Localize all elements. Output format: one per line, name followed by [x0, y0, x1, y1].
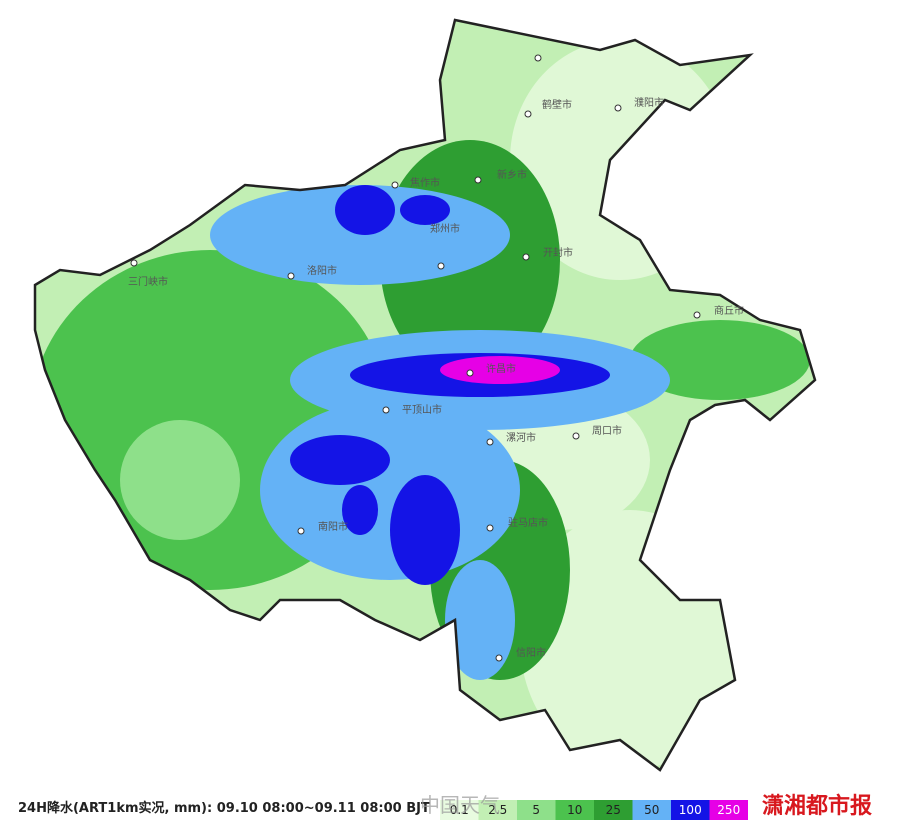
legend-swatch	[594, 800, 633, 820]
city-label: 新乡市	[497, 168, 527, 181]
legend-label: 250	[717, 803, 740, 817]
city-marker	[486, 438, 494, 446]
legend-swatch	[478, 800, 517, 820]
city-marker	[614, 104, 622, 112]
city-label: 周口市	[592, 424, 622, 437]
city-label: 洛阳市	[307, 264, 337, 277]
city-marker	[486, 524, 494, 532]
city-label: 开封市	[543, 246, 573, 259]
legend-label: 100	[679, 803, 702, 817]
legend-swatch	[517, 800, 556, 820]
city-marker	[466, 369, 474, 377]
watermark: 中国天气	[420, 793, 500, 817]
city-marker	[693, 311, 701, 319]
city-marker	[524, 110, 532, 118]
city-marker	[130, 259, 138, 267]
city-marker	[522, 253, 530, 261]
city-label: 焦作市	[410, 176, 440, 189]
city-marker	[297, 527, 305, 535]
legend-swatch	[709, 800, 748, 820]
city-label: 濮阳市	[634, 96, 664, 109]
city-label: 驻马店市	[508, 516, 548, 529]
city-label: 鹤壁市	[542, 98, 572, 111]
logo: 潇湘都市报	[762, 793, 872, 819]
legend-label: 5	[532, 803, 540, 817]
city-marker	[534, 54, 542, 62]
city-label: 平顶山市	[402, 403, 442, 416]
city-label: 许昌市	[486, 362, 516, 375]
city-label: 三门峡市	[128, 275, 168, 288]
city-label: 漯河市	[506, 431, 536, 444]
legend-swatch	[440, 800, 479, 820]
legend-label: 2.5	[488, 803, 507, 817]
cities: 鹤壁市 濮阳市 焦作市 新乡市 郑州市 开封市 三门峡市 洛阳市 商丘市 许昌市…	[128, 54, 744, 662]
legend-label: 0.1	[450, 803, 469, 817]
city-marker	[287, 272, 295, 280]
city-marker	[572, 432, 580, 440]
city-label: 信阳市	[516, 646, 546, 659]
city-marker	[437, 262, 445, 270]
legend-label: 50	[644, 803, 659, 817]
legend-swatch	[555, 800, 594, 820]
legend: 0.1 2.5 5 10 25 50 100 250	[440, 800, 748, 820]
map-title: 24H降水(ART1km实况, mm): 09.10 08:00~09.11 0…	[18, 800, 430, 816]
city-marker	[474, 176, 482, 184]
city-label: 商丘市	[714, 304, 744, 317]
province-border	[33, 18, 817, 772]
city-label: 郑州市	[430, 222, 460, 235]
legend-swatch	[671, 800, 710, 820]
city-marker	[382, 406, 390, 414]
city-label: 南阳市	[318, 520, 348, 533]
city-marker	[495, 654, 503, 662]
city-marker	[391, 181, 399, 189]
legend-label: 25	[606, 803, 621, 817]
legend-label: 10	[567, 803, 582, 817]
legend-swatch	[632, 800, 671, 820]
